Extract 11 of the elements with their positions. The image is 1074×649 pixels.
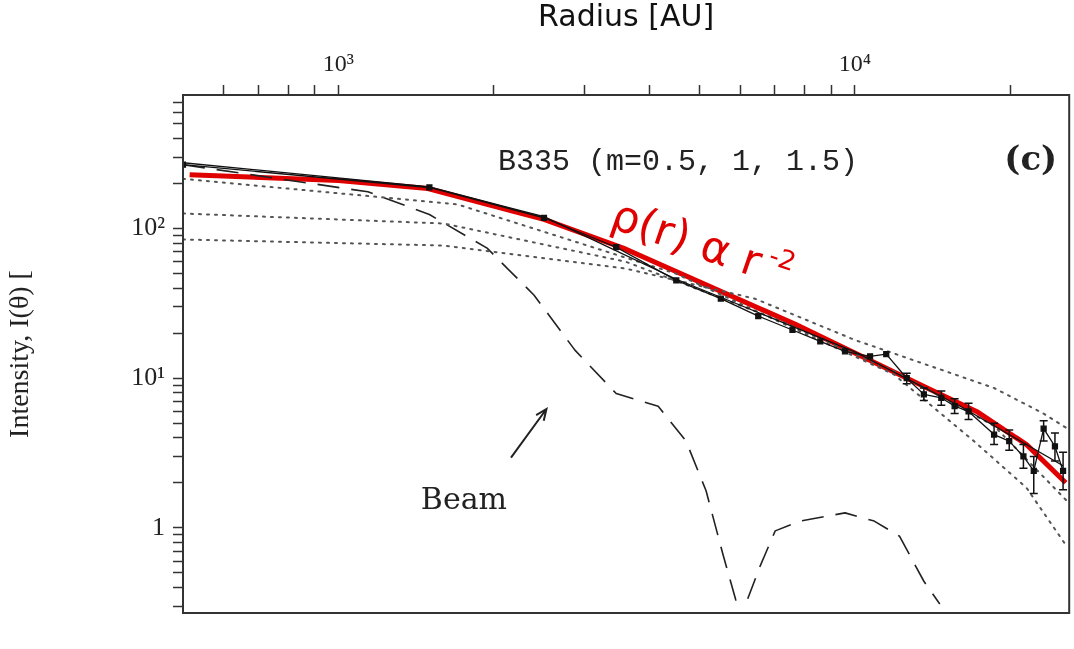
y-axis-title: Intensity, I(θ) [ [3, 270, 35, 438]
y-tick-label: 10² [131, 212, 166, 242]
annotation: (c) [1004, 138, 1058, 178]
x-axis-title: Radius [AU] [538, 0, 715, 33]
y-tick-label: 1 [152, 511, 165, 541]
x-tick-label: 10⁴ [838, 49, 872, 76]
annotation: ρ(r) α r-2 [605, 188, 801, 288]
annotation: Beam [420, 481, 507, 517]
y-tick-label: 10¹ [131, 362, 165, 392]
x-tick-label: 10³ [322, 49, 355, 76]
annotation: B335 (m=0.5, 1, 1.5) [498, 145, 859, 179]
